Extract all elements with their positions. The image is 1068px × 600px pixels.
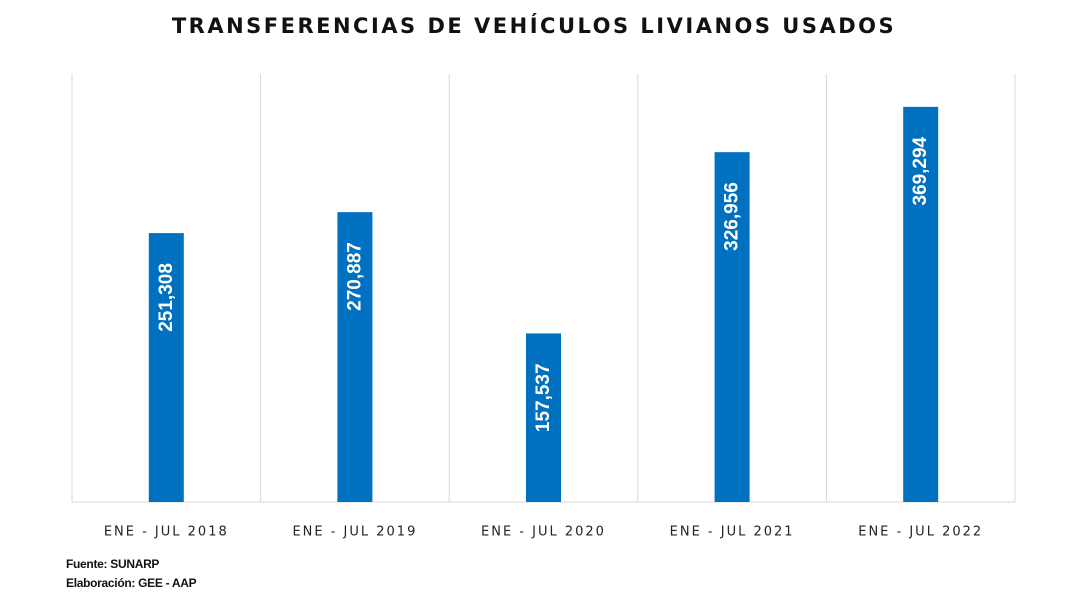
x-tick-label: ENE - JUL 2018 bbox=[104, 525, 229, 540]
data-label: 270,887 bbox=[344, 242, 365, 311]
grid-lines bbox=[71, 74, 1016, 503]
data-label: 326,956 bbox=[722, 182, 743, 251]
bar bbox=[903, 106, 939, 503]
data-labels: 251,308 270,887 157,537 326,956 369,294 bbox=[156, 136, 931, 432]
data-label: 369,294 bbox=[910, 136, 931, 205]
data-label: 251,308 bbox=[156, 263, 177, 332]
chart-title: TRANSFERENCIAS DE VEHÍCULOS LIVIANOS USA… bbox=[171, 14, 897, 38]
x-tick-label: ENE - JUL 2022 bbox=[858, 525, 983, 540]
source-note: Fuente: SUNARP bbox=[66, 557, 160, 571]
bar bbox=[337, 212, 373, 502]
x-axis-tick-labels: ENE - JUL 2018 ENE - JUL 2019 ENE - JUL 20… bbox=[104, 525, 983, 540]
bar bbox=[714, 152, 750, 502]
credit-note: Elaboración: GEE - AAP bbox=[66, 576, 197, 590]
bar bbox=[526, 333, 561, 502]
x-tick-label: ENE - JUL 2019 bbox=[292, 525, 417, 540]
data-label: 157,537 bbox=[533, 363, 554, 432]
bar bbox=[148, 233, 184, 502]
x-tick-label: ENE - JUL 2020 bbox=[481, 525, 606, 540]
x-tick-label: ENE - JUL 2021 bbox=[670, 525, 795, 540]
bars bbox=[148, 106, 939, 503]
